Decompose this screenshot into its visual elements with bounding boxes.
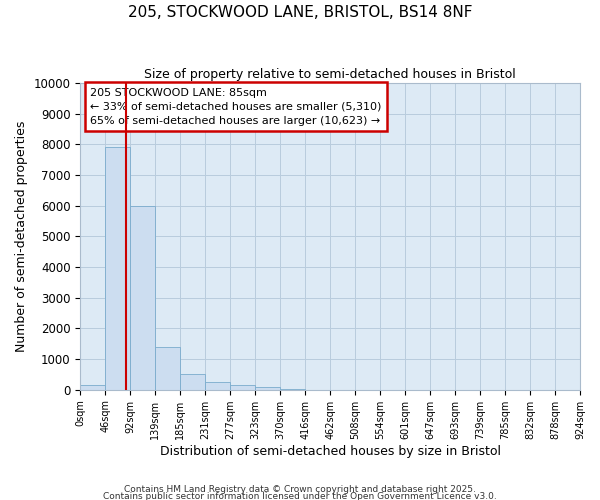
Bar [130, 206, 155, 390]
Bar [255, 388, 280, 390]
Bar [105, 148, 130, 390]
Text: 205, STOCKWOOD LANE, BRISTOL, BS14 8NF: 205, STOCKWOOD LANE, BRISTOL, BS14 8NF [128, 5, 472, 20]
Title: Size of property relative to semi-detached houses in Bristol: Size of property relative to semi-detach… [144, 68, 516, 80]
Bar [181, 374, 205, 390]
Y-axis label: Number of semi-detached properties: Number of semi-detached properties [15, 120, 28, 352]
Bar [80, 385, 105, 390]
Bar [205, 382, 230, 390]
X-axis label: Distribution of semi-detached houses by size in Bristol: Distribution of semi-detached houses by … [160, 444, 500, 458]
Text: Contains public sector information licensed under the Open Government Licence v3: Contains public sector information licen… [103, 492, 497, 500]
Text: Contains HM Land Registry data © Crown copyright and database right 2025.: Contains HM Land Registry data © Crown c… [124, 485, 476, 494]
Bar [230, 385, 255, 390]
Text: 205 STOCKWOOD LANE: 85sqm
← 33% of semi-detached houses are smaller (5,310)
65% : 205 STOCKWOOD LANE: 85sqm ← 33% of semi-… [90, 88, 382, 126]
Bar [155, 347, 181, 390]
